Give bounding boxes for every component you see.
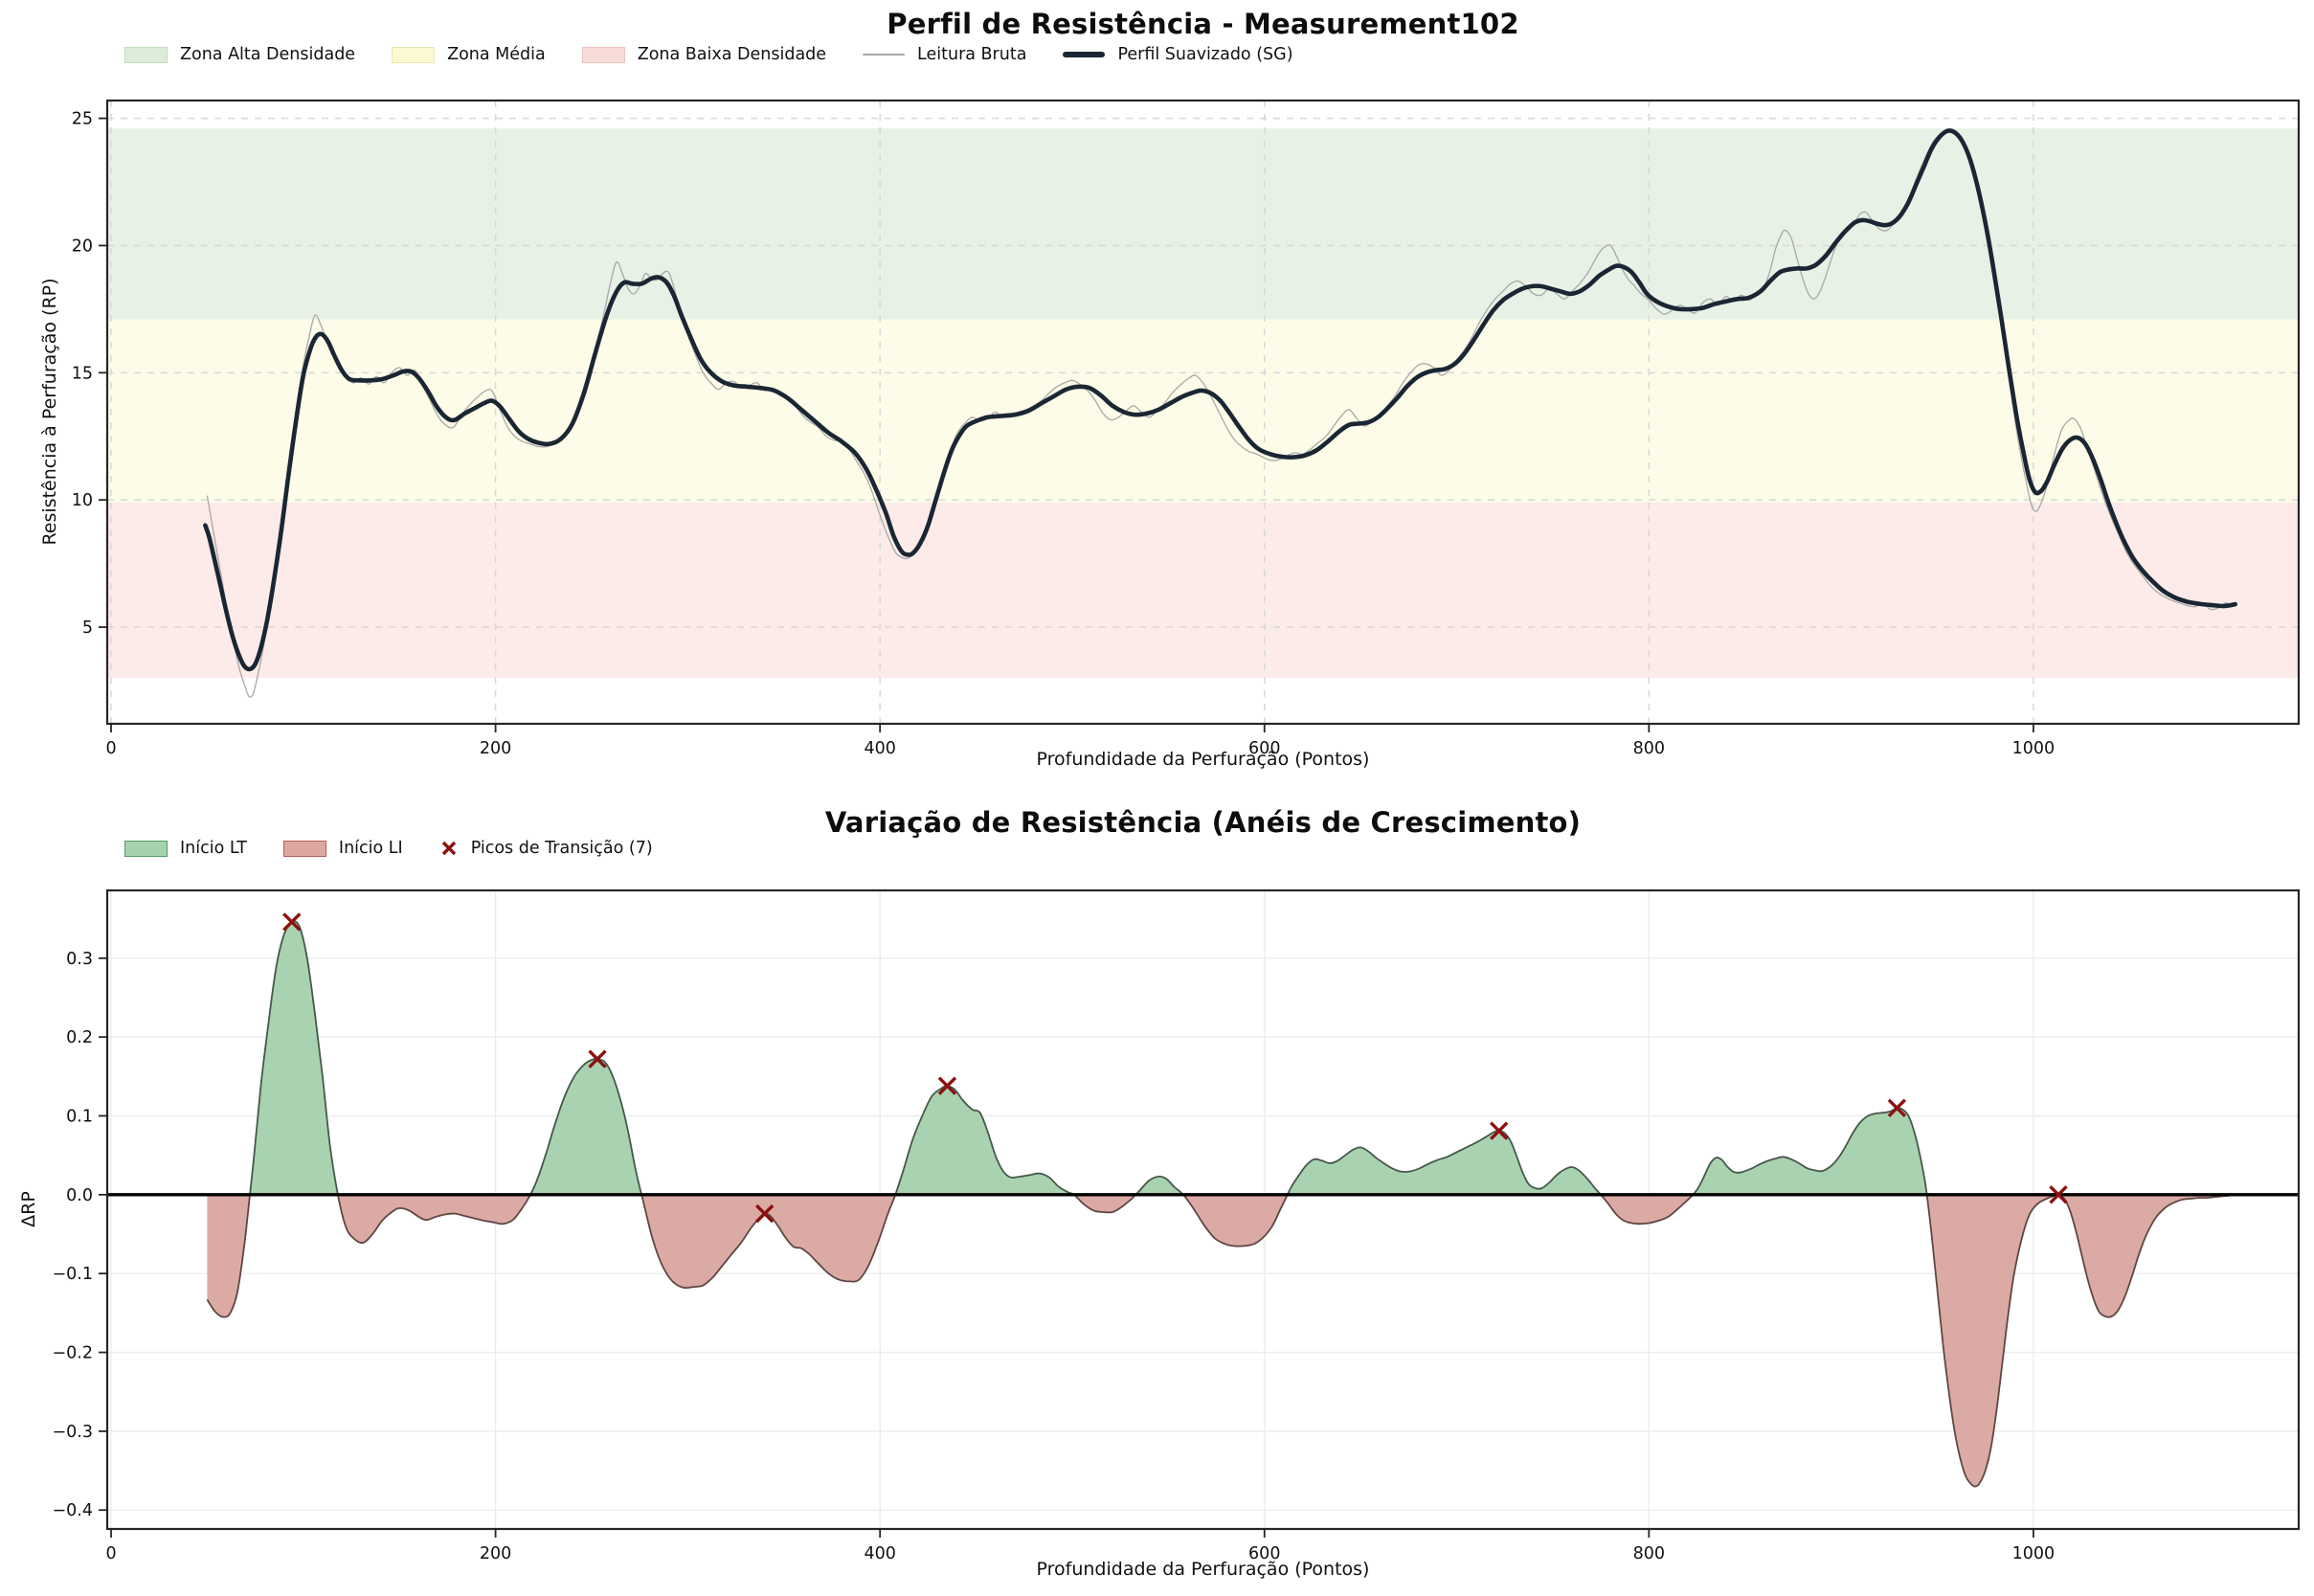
svg-text:10: 10	[72, 491, 93, 510]
chart-0: 0 200 400 600 800 1000 5 10 15 20 25	[72, 99, 2301, 758]
svg-text:−0.2: −0.2	[53, 1344, 94, 1363]
svg-text:400: 400	[864, 1544, 895, 1563]
legend-label: Início LT	[180, 839, 247, 858]
svg-text:1000: 1000	[2012, 739, 2056, 758]
top-chart-legend: Zona Alta Densidade Zona Média Zona Baix…	[124, 45, 1293, 64]
svg-text:−0.3: −0.3	[53, 1423, 94, 1442]
legend-item-leitura-bruta: Leitura Bruta	[863, 45, 1026, 64]
svg-text:600: 600	[1248, 739, 1280, 758]
legend-item-picos-transicao: Picos de Transição (7)	[439, 839, 653, 858]
zone-mid-swatch-icon	[392, 46, 436, 63]
svg-text:0: 0	[105, 739, 116, 758]
svg-text:1000: 1000	[2012, 1544, 2056, 1563]
svg-text:15: 15	[72, 364, 93, 383]
bottom-chart-title: Variação de Resistência (Anéis de Cresci…	[824, 806, 1582, 839]
svg-text:−0.4: −0.4	[53, 1501, 94, 1520]
svg-text:200: 200	[480, 739, 511, 758]
zone-high-swatch-icon	[124, 46, 168, 63]
legend-label: Zona Alta Densidade	[180, 45, 356, 64]
legend-label: Início LI	[338, 839, 403, 858]
svg-text:400: 400	[864, 739, 895, 758]
svg-text:25: 25	[72, 110, 93, 129]
legend-item-perfil-suavizado: Perfil Suavizado (SG)	[1063, 45, 1293, 64]
top-chart-title: Perfil de Resistência - Measurement102	[887, 8, 1519, 40]
legend-label: Zona Baixa Densidade	[637, 45, 827, 64]
legend-item-inicio-lt: Início LT	[124, 839, 247, 858]
top-x-axis-label: Profundidade da Perfuração (Pontos)	[1036, 749, 1370, 770]
legend-item-inicio-li: Início LI	[282, 839, 403, 858]
top-y-axis-label: Resistência à Perfuração (RP)	[39, 278, 60, 546]
svg-text:0.1: 0.1	[66, 1108, 93, 1127]
svg-text:200: 200	[480, 1544, 511, 1563]
chart-1: 0 200 400 600 800 1000 0.3 0.2 0.1 0.0 −0.1 −0.2 −0.…	[53, 888, 2301, 1563]
svg-text:0.3: 0.3	[66, 950, 93, 969]
bottom-y-axis-label: ΔRP	[18, 1191, 39, 1227]
svg-text:0.0: 0.0	[66, 1186, 93, 1205]
negative-area-swatch-icon	[282, 840, 326, 857]
legend-label: Zona Média	[447, 45, 546, 64]
svg-text:−0.1: −0.1	[53, 1265, 94, 1284]
positive-area-swatch-icon	[124, 840, 168, 857]
raw-line-sample-icon	[863, 54, 906, 56]
svg-text:800: 800	[1633, 739, 1665, 758]
bottom-chart-legend: Início LT Início LI Picos de Transição (…	[124, 839, 653, 858]
legend-item-zona-alta: Zona Alta Densidade	[124, 45, 355, 64]
legend-item-zona-baixa: Zona Baixa Densidade	[581, 45, 827, 64]
legend-label: Leitura Bruta	[917, 45, 1027, 64]
svg-text:800: 800	[1633, 1544, 1665, 1563]
smoothed-line-sample-icon	[1063, 52, 1106, 57]
legend-label: Picos de Transição (7)	[470, 839, 653, 858]
legend-item-zona-media: Zona Média	[392, 45, 546, 64]
svg-text:20: 20	[72, 236, 93, 256]
x-marker-icon	[441, 841, 456, 856]
svg-text:600: 600	[1248, 1544, 1280, 1563]
svg-text:0: 0	[105, 1544, 116, 1563]
bottom-x-axis-label: Profundidade da Perfuração (Pontos)	[1036, 1559, 1370, 1580]
zone-low-swatch-icon	[581, 46, 625, 63]
svg-text:0.2: 0.2	[66, 1028, 93, 1047]
svg-text:5: 5	[82, 618, 93, 638]
legend-label: Perfil Suavizado (SG)	[1117, 45, 1293, 64]
